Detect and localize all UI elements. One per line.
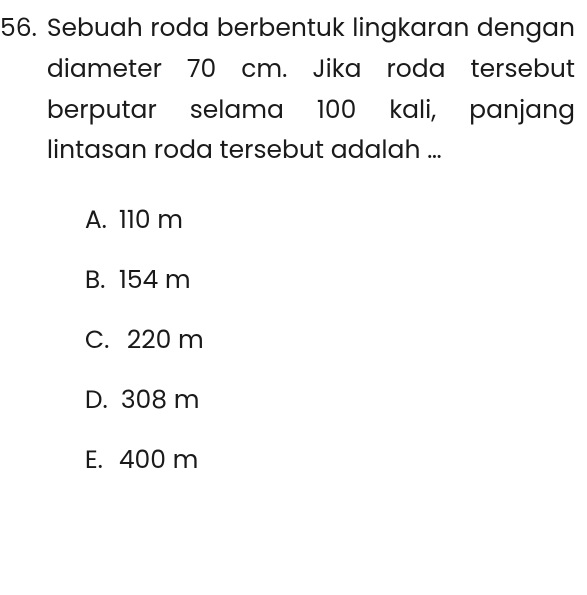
option-text: 154 m	[119, 261, 191, 299]
option-letter: B.	[85, 261, 119, 299]
options-container: A. 110 m B. 154 m C. 220 m D. 308 m E. 4…	[47, 201, 575, 479]
option-item: D. 308 m	[85, 381, 575, 419]
option-text: 220 m	[127, 321, 204, 359]
option-text: 400 m	[119, 441, 199, 479]
option-letter: E.	[85, 441, 119, 479]
option-item: E. 400 m	[85, 441, 575, 479]
question-body: Sebuah roda berbentuk lingkaran dengan d…	[47, 8, 575, 501]
question-number: 56.	[0, 8, 47, 48]
option-letter: D.	[85, 381, 121, 419]
option-item: C. 220 m	[85, 321, 575, 359]
question-container: 56. Sebuah roda berbentuk lingkaran deng…	[0, 8, 575, 501]
option-text: 308 m	[121, 381, 200, 419]
option-item: A. 110 m	[85, 201, 575, 239]
option-text: 110 m	[119, 201, 183, 239]
question-text: Sebuah roda berbentuk lingkaran dengan d…	[47, 8, 575, 171]
option-letter: A.	[85, 201, 119, 239]
option-letter: C.	[85, 321, 127, 359]
option-item: B. 154 m	[85, 261, 575, 299]
